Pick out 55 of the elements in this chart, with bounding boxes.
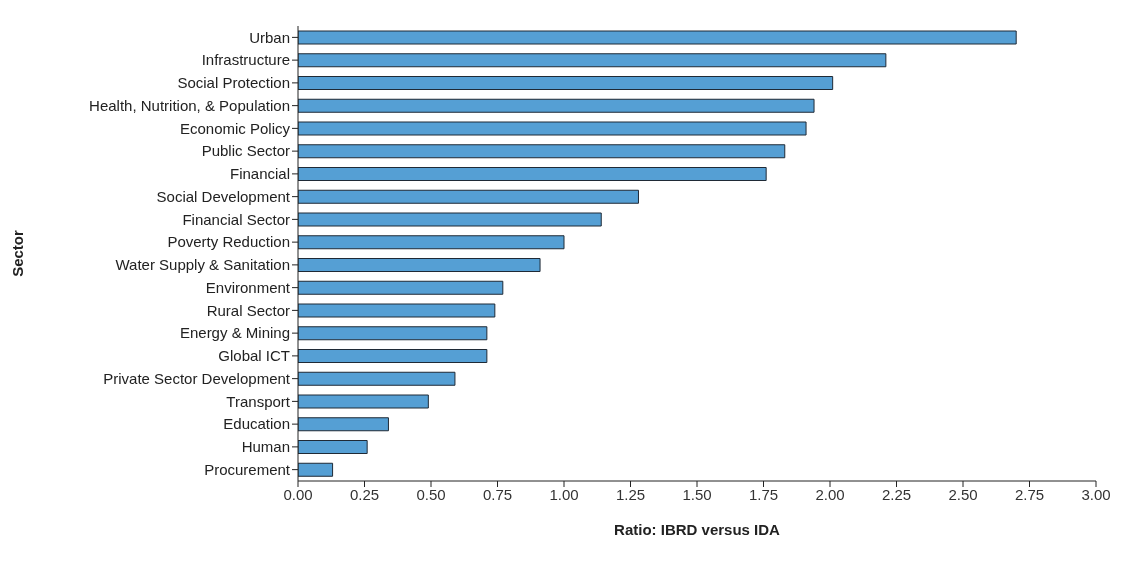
x-tick-label: 0.25	[349, 485, 380, 503]
y-tick-label: Poverty Reduction	[167, 233, 290, 251]
bar	[298, 30, 1017, 45]
bar	[298, 326, 488, 341]
y-tick-label: Urban	[249, 28, 290, 46]
x-tick-label: 3.00	[1081, 485, 1111, 503]
x-tick-label: 0.50	[416, 485, 446, 503]
bar	[298, 349, 488, 364]
bar	[298, 189, 639, 204]
y-tick-label: Global ICT	[218, 347, 290, 365]
y-tick-label: Rural Sector	[206, 301, 290, 319]
y-tick-label: Financial Sector	[182, 210, 290, 228]
bar	[298, 76, 834, 91]
bar	[298, 212, 602, 227]
y-tick-label: Transport	[226, 392, 291, 410]
y-tick-label: Procurement	[204, 460, 291, 478]
bar	[298, 98, 815, 113]
bar	[298, 144, 786, 159]
bar	[298, 280, 504, 295]
x-tick-label: 1.25	[615, 485, 646, 503]
bar	[298, 121, 807, 136]
y-tick-label: Social Development	[156, 187, 291, 205]
y-tick-label: Economic Policy	[179, 119, 291, 137]
y-tick-label: Water Supply & Sanitation	[115, 256, 290, 274]
bar	[298, 258, 541, 273]
bar	[298, 303, 496, 318]
x-axis-title: Ratio: IBRD versus IDA	[614, 521, 781, 538]
y-tick-label: Social Protection	[177, 74, 290, 92]
x-tick-label: 2.75	[1014, 485, 1045, 503]
y-tick-label: Infrastructure	[201, 51, 290, 69]
x-tick-label: 1.00	[549, 485, 579, 503]
y-axis-title: Sector	[9, 230, 27, 277]
y-tick-label: Energy & Mining	[179, 324, 290, 342]
y-tick-label: Public Sector	[201, 142, 290, 160]
y-tick-label: Private Sector Development	[103, 369, 291, 387]
x-tick-label: 2.25	[881, 485, 912, 503]
x-tick-label: 2.50	[948, 485, 978, 503]
bar	[298, 53, 887, 68]
bar	[298, 462, 334, 477]
bar	[298, 440, 368, 455]
bar	[298, 167, 767, 182]
x-tick-label: 2.00	[815, 485, 845, 503]
y-tick-label: Education	[223, 415, 290, 433]
y-tick-label: Financial	[229, 165, 290, 183]
bar	[298, 394, 429, 409]
bar	[298, 235, 565, 250]
y-tick-label: Health, Nutrition, & Population	[89, 96, 290, 114]
bar	[298, 417, 389, 432]
x-tick-label: 0.00	[283, 485, 313, 503]
x-tick-label: 0.75	[482, 485, 513, 503]
y-tick-label: Human	[241, 438, 290, 456]
bar	[298, 371, 456, 386]
x-tick-label: 1.75	[748, 485, 779, 503]
x-tick-label: 1.50	[682, 485, 712, 503]
y-tick-label: Environment	[205, 278, 291, 296]
